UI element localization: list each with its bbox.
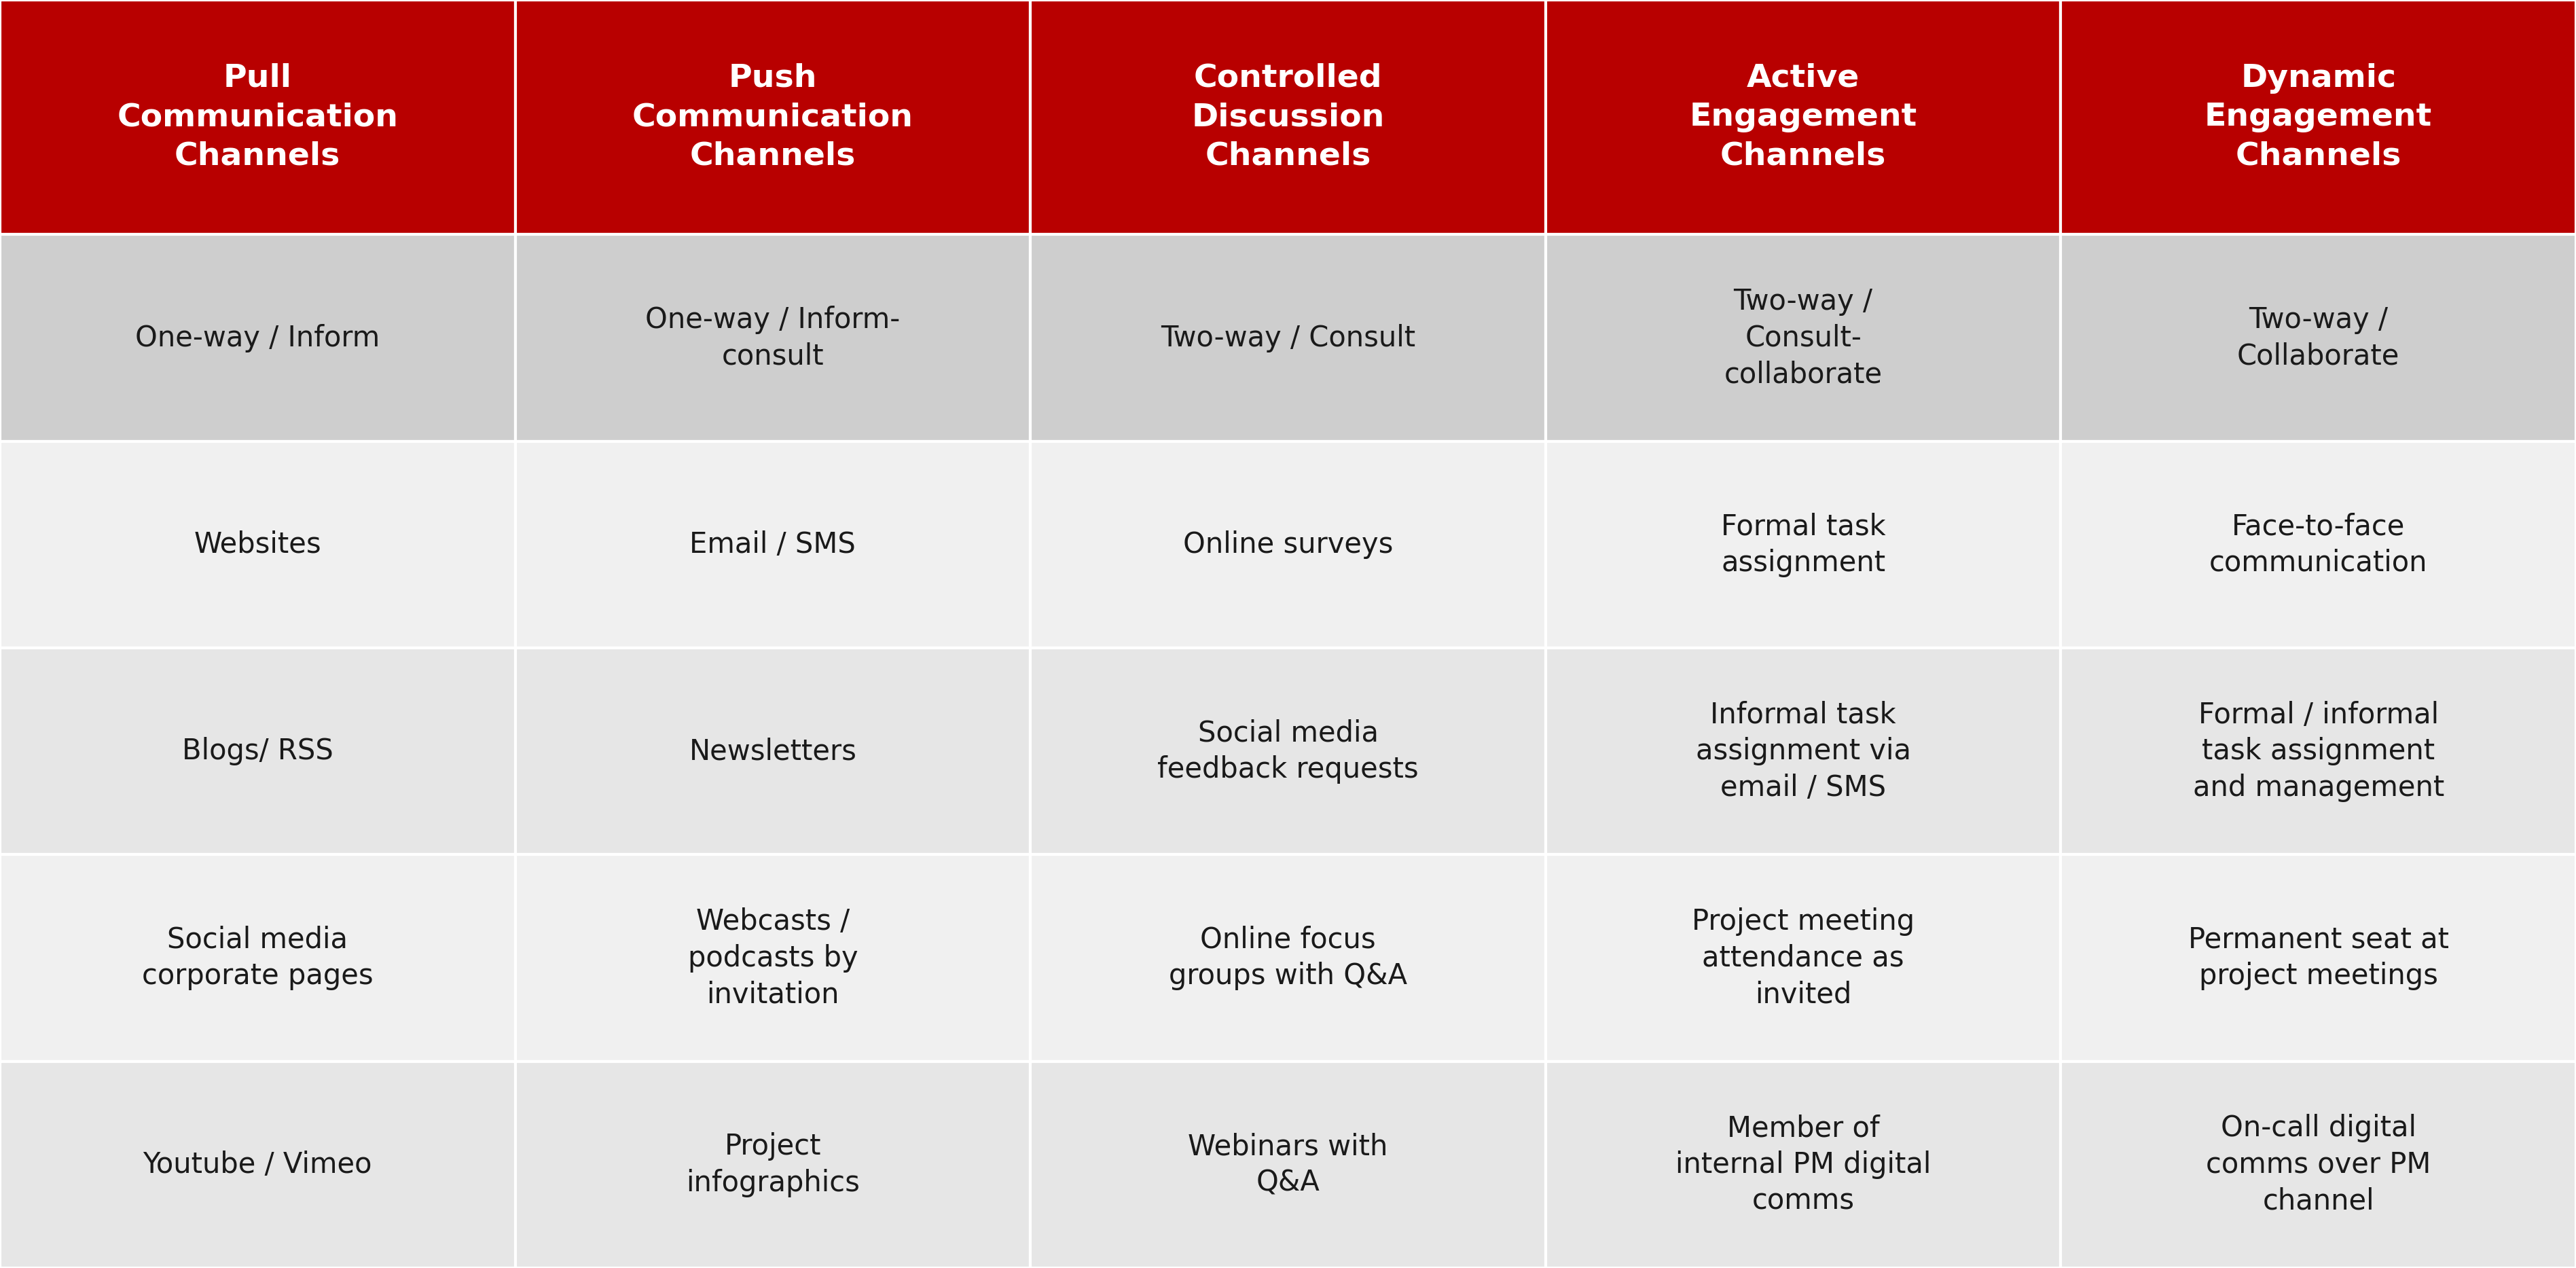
- Bar: [515, 0, 1030, 235]
- Text: Push
Communication
Channels: Push Communication Channels: [631, 63, 914, 171]
- Text: Social media
feedback requests: Social media feedback requests: [1157, 719, 1419, 784]
- Bar: [515, 1061, 1030, 1268]
- Bar: [2061, 1061, 2576, 1268]
- Bar: [1030, 1061, 1546, 1268]
- Bar: [1030, 235, 1546, 441]
- Bar: [2061, 648, 2576, 855]
- Text: Formal / informal
task assignment
and management: Formal / informal task assignment and ma…: [2192, 701, 2445, 801]
- Bar: [2061, 0, 2576, 235]
- Bar: [1546, 0, 2061, 235]
- Bar: [515, 235, 1030, 441]
- Bar: [2061, 235, 2576, 441]
- Text: Project meeting
attendance as
invited: Project meeting attendance as invited: [1692, 908, 1914, 1008]
- Text: Face-to-face
communication: Face-to-face communication: [2210, 512, 2427, 577]
- Text: Online focus
groups with Q&A: Online focus groups with Q&A: [1170, 926, 1406, 990]
- Text: Formal task
assignment: Formal task assignment: [1721, 512, 1886, 577]
- Text: One-way / Inform: One-way / Inform: [137, 323, 379, 353]
- Bar: [1030, 0, 1546, 235]
- Text: Online surveys: Online surveys: [1182, 530, 1394, 559]
- Text: Webinars with
Q&A: Webinars with Q&A: [1188, 1132, 1388, 1197]
- Text: On-call digital
comms over PM
channel: On-call digital comms over PM channel: [2205, 1115, 2432, 1215]
- Text: Project
infographics: Project infographics: [685, 1132, 860, 1197]
- Text: One-way / Inform-
consult: One-way / Inform- consult: [647, 306, 899, 370]
- Bar: [515, 441, 1030, 648]
- Bar: [0, 235, 515, 441]
- Text: Active
Engagement
Channels: Active Engagement Channels: [1690, 63, 1917, 171]
- Bar: [1546, 441, 2061, 648]
- Text: Informal task
assignment via
email / SMS: Informal task assignment via email / SMS: [1695, 701, 1911, 801]
- Text: Pull
Communication
Channels: Pull Communication Channels: [116, 63, 399, 171]
- Text: Member of
internal PM digital
comms: Member of internal PM digital comms: [1674, 1115, 1932, 1215]
- Text: Email / SMS: Email / SMS: [690, 530, 855, 559]
- Bar: [1546, 1061, 2061, 1268]
- Text: Websites: Websites: [193, 530, 322, 559]
- Bar: [1546, 235, 2061, 441]
- Bar: [2061, 441, 2576, 648]
- Text: Dynamic
Engagement
Channels: Dynamic Engagement Channels: [2205, 63, 2432, 171]
- Bar: [515, 855, 1030, 1061]
- Bar: [0, 441, 515, 648]
- Text: Youtube / Vimeo: Youtube / Vimeo: [144, 1150, 371, 1179]
- Bar: [2061, 855, 2576, 1061]
- Bar: [1030, 855, 1546, 1061]
- Bar: [0, 855, 515, 1061]
- Text: Permanent seat at
project meetings: Permanent seat at project meetings: [2187, 926, 2450, 990]
- Bar: [1030, 648, 1546, 855]
- Text: Newsletters: Newsletters: [688, 737, 858, 766]
- Bar: [1030, 441, 1546, 648]
- Bar: [0, 648, 515, 855]
- Bar: [515, 648, 1030, 855]
- Bar: [1546, 648, 2061, 855]
- Bar: [0, 0, 515, 235]
- Text: Social media
corporate pages: Social media corporate pages: [142, 926, 374, 990]
- Text: Two-way /
Consult-
collaborate: Two-way / Consult- collaborate: [1723, 288, 1883, 388]
- Bar: [0, 1061, 515, 1268]
- Text: Controlled
Discussion
Channels: Controlled Discussion Channels: [1193, 63, 1383, 171]
- Text: Webcasts /
podcasts by
invitation: Webcasts / podcasts by invitation: [688, 908, 858, 1008]
- Text: Two-way / Consult: Two-way / Consult: [1162, 323, 1414, 353]
- Text: Two-way /
Collaborate: Two-way / Collaborate: [2236, 306, 2401, 370]
- Bar: [1546, 855, 2061, 1061]
- Text: Blogs/ RSS: Blogs/ RSS: [183, 737, 332, 766]
